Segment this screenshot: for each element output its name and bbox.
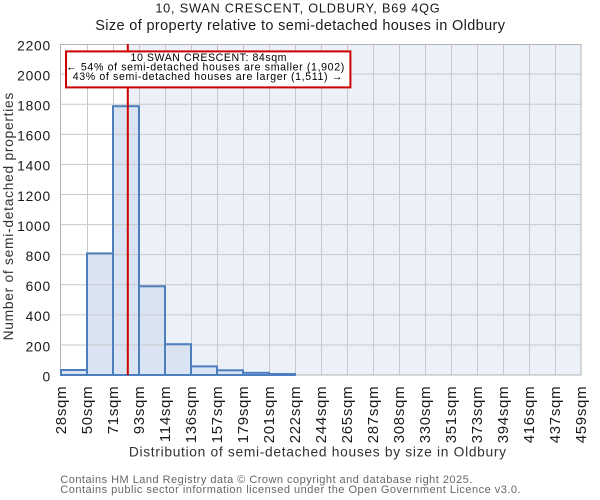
svg-text:330sqm: 330sqm (417, 386, 434, 444)
svg-text:93sqm: 93sqm (131, 386, 148, 435)
svg-text:0: 0 (43, 369, 51, 384)
svg-text:1800: 1800 (17, 98, 51, 113)
svg-text:Distribution of semi-detached: Distribution of semi-detached houses by … (129, 445, 507, 460)
svg-text:244sqm: 244sqm (313, 386, 330, 444)
svg-text:287sqm: 287sqm (365, 386, 382, 444)
svg-text:28sqm: 28sqm (53, 386, 70, 435)
svg-text:222sqm: 222sqm (287, 386, 304, 444)
svg-text:400: 400 (26, 309, 51, 324)
svg-text:351sqm: 351sqm (443, 386, 460, 444)
svg-text:10 SWAN CRESCENT: 84sqm: 10 SWAN CRESCENT: 84sqm (131, 52, 288, 64)
svg-text:71sqm: 71sqm (105, 386, 122, 435)
svg-text:1000: 1000 (17, 219, 51, 234)
svg-text:416sqm: 416sqm (521, 386, 538, 444)
svg-text:10, SWAN CRESCENT, OLDBURY, B6: 10, SWAN CRESCENT, OLDBURY, B69 4QG (155, 2, 440, 16)
svg-text:459sqm: 459sqm (573, 386, 590, 444)
svg-text:1600: 1600 (17, 129, 51, 144)
svg-text:50sqm: 50sqm (79, 386, 96, 435)
svg-text:2000: 2000 (17, 68, 51, 83)
svg-text:600: 600 (26, 279, 51, 294)
svg-text:201sqm: 201sqm (261, 386, 278, 444)
svg-text:136sqm: 136sqm (183, 386, 200, 444)
svg-text:157sqm: 157sqm (209, 386, 226, 444)
svg-text:Contains public sector informa: Contains public sector information licen… (60, 484, 521, 496)
svg-text:← 54% of semi-detached houses: ← 54% of semi-detached houses are smalle… (66, 61, 345, 73)
svg-text:373sqm: 373sqm (469, 386, 486, 444)
svg-text:Size of property relative to s: Size of property relative to semi-detach… (95, 18, 505, 34)
svg-text:308sqm: 308sqm (391, 386, 408, 444)
svg-text:2200: 2200 (17, 38, 51, 53)
svg-text:Contains HM Land Registry data: Contains HM Land Registry data © Crown c… (60, 474, 472, 486)
svg-text:Number of semi-detached proper: Number of semi-detached properties (1, 92, 16, 340)
svg-text:1200: 1200 (17, 189, 51, 204)
svg-text:800: 800 (26, 249, 51, 264)
svg-text:114sqm: 114sqm (157, 386, 174, 442)
svg-text:43% of semi-detached houses ar: 43% of semi-detached houses are larger (… (73, 71, 343, 83)
svg-text:394sqm: 394sqm (495, 386, 512, 444)
svg-text:200: 200 (26, 339, 51, 354)
svg-text:179sqm: 179sqm (235, 386, 252, 444)
svg-text:265sqm: 265sqm (339, 386, 356, 444)
svg-text:437sqm: 437sqm (547, 386, 564, 444)
svg-text:1400: 1400 (17, 159, 51, 174)
